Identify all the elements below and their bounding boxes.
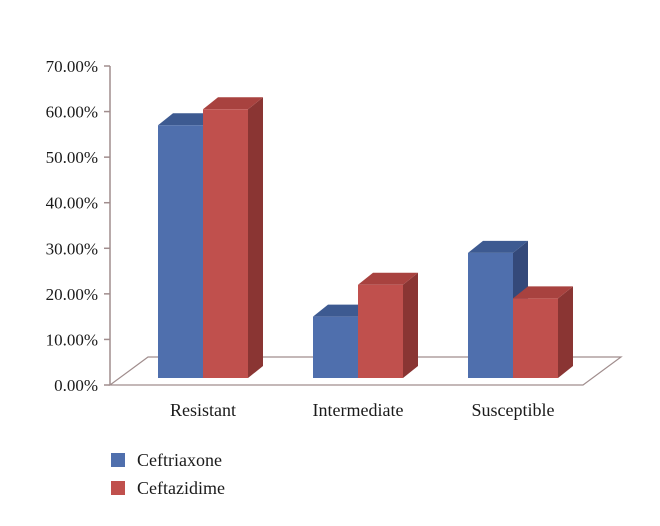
- legend-swatch-ceftriaxone: [111, 453, 125, 467]
- labels-group: Resistant Intermediate Susceptible: [170, 400, 555, 420]
- bar-side: [403, 272, 418, 378]
- bar-front: [203, 109, 248, 379]
- bar-front: [158, 125, 203, 378]
- bars-group: [158, 97, 573, 379]
- y-tick-label: 10.00%: [46, 330, 98, 349]
- y-tick-label: 50.00%: [46, 148, 98, 167]
- bar-top: [203, 97, 263, 110]
- bar-top: [513, 286, 573, 299]
- bar-ceftazidime-resistant: [203, 97, 263, 379]
- chart-floor: [108, 356, 623, 386]
- x-tick-label: Intermediate: [313, 400, 404, 420]
- bar-top: [358, 272, 418, 285]
- legend-label-ceftriaxone: Ceftriaxone: [137, 450, 222, 470]
- legend-label-ceftazidime: Ceftazidime: [137, 478, 225, 498]
- y-tick-label: 30.00%: [46, 239, 98, 258]
- y-tick-label: 40.00%: [46, 194, 98, 213]
- y-axis: 0.00% 10.00% 20.00% 30.00% 40.00% 50.00% 60.00…: [46, 57, 111, 395]
- y-tick-label: 70.00%: [46, 57, 98, 76]
- bar-front: [468, 252, 513, 378]
- y-tick-label: 60.00%: [46, 103, 98, 122]
- bar-ceftazidime-susceptible: [513, 286, 573, 378]
- chart-floor-outline: [108, 356, 623, 386]
- bar-ceftazidime-intermediate: [358, 272, 418, 378]
- bar-side: [558, 286, 573, 378]
- bar-front: [513, 298, 558, 378]
- x-tick-label: Resistant: [170, 400, 236, 420]
- bar-front: [313, 316, 358, 378]
- x-tick-label: Susceptible: [472, 400, 555, 420]
- legend-swatch-ceftazidime: [111, 481, 125, 495]
- bar-front: [358, 284, 403, 378]
- legend: Ceftriaxone Ceftazidime: [111, 450, 225, 498]
- bar-side: [248, 97, 263, 379]
- y-tick-label: 0.00%: [54, 376, 98, 395]
- bar-top: [468, 240, 528, 253]
- y-tick-label: 20.00%: [46, 285, 98, 304]
